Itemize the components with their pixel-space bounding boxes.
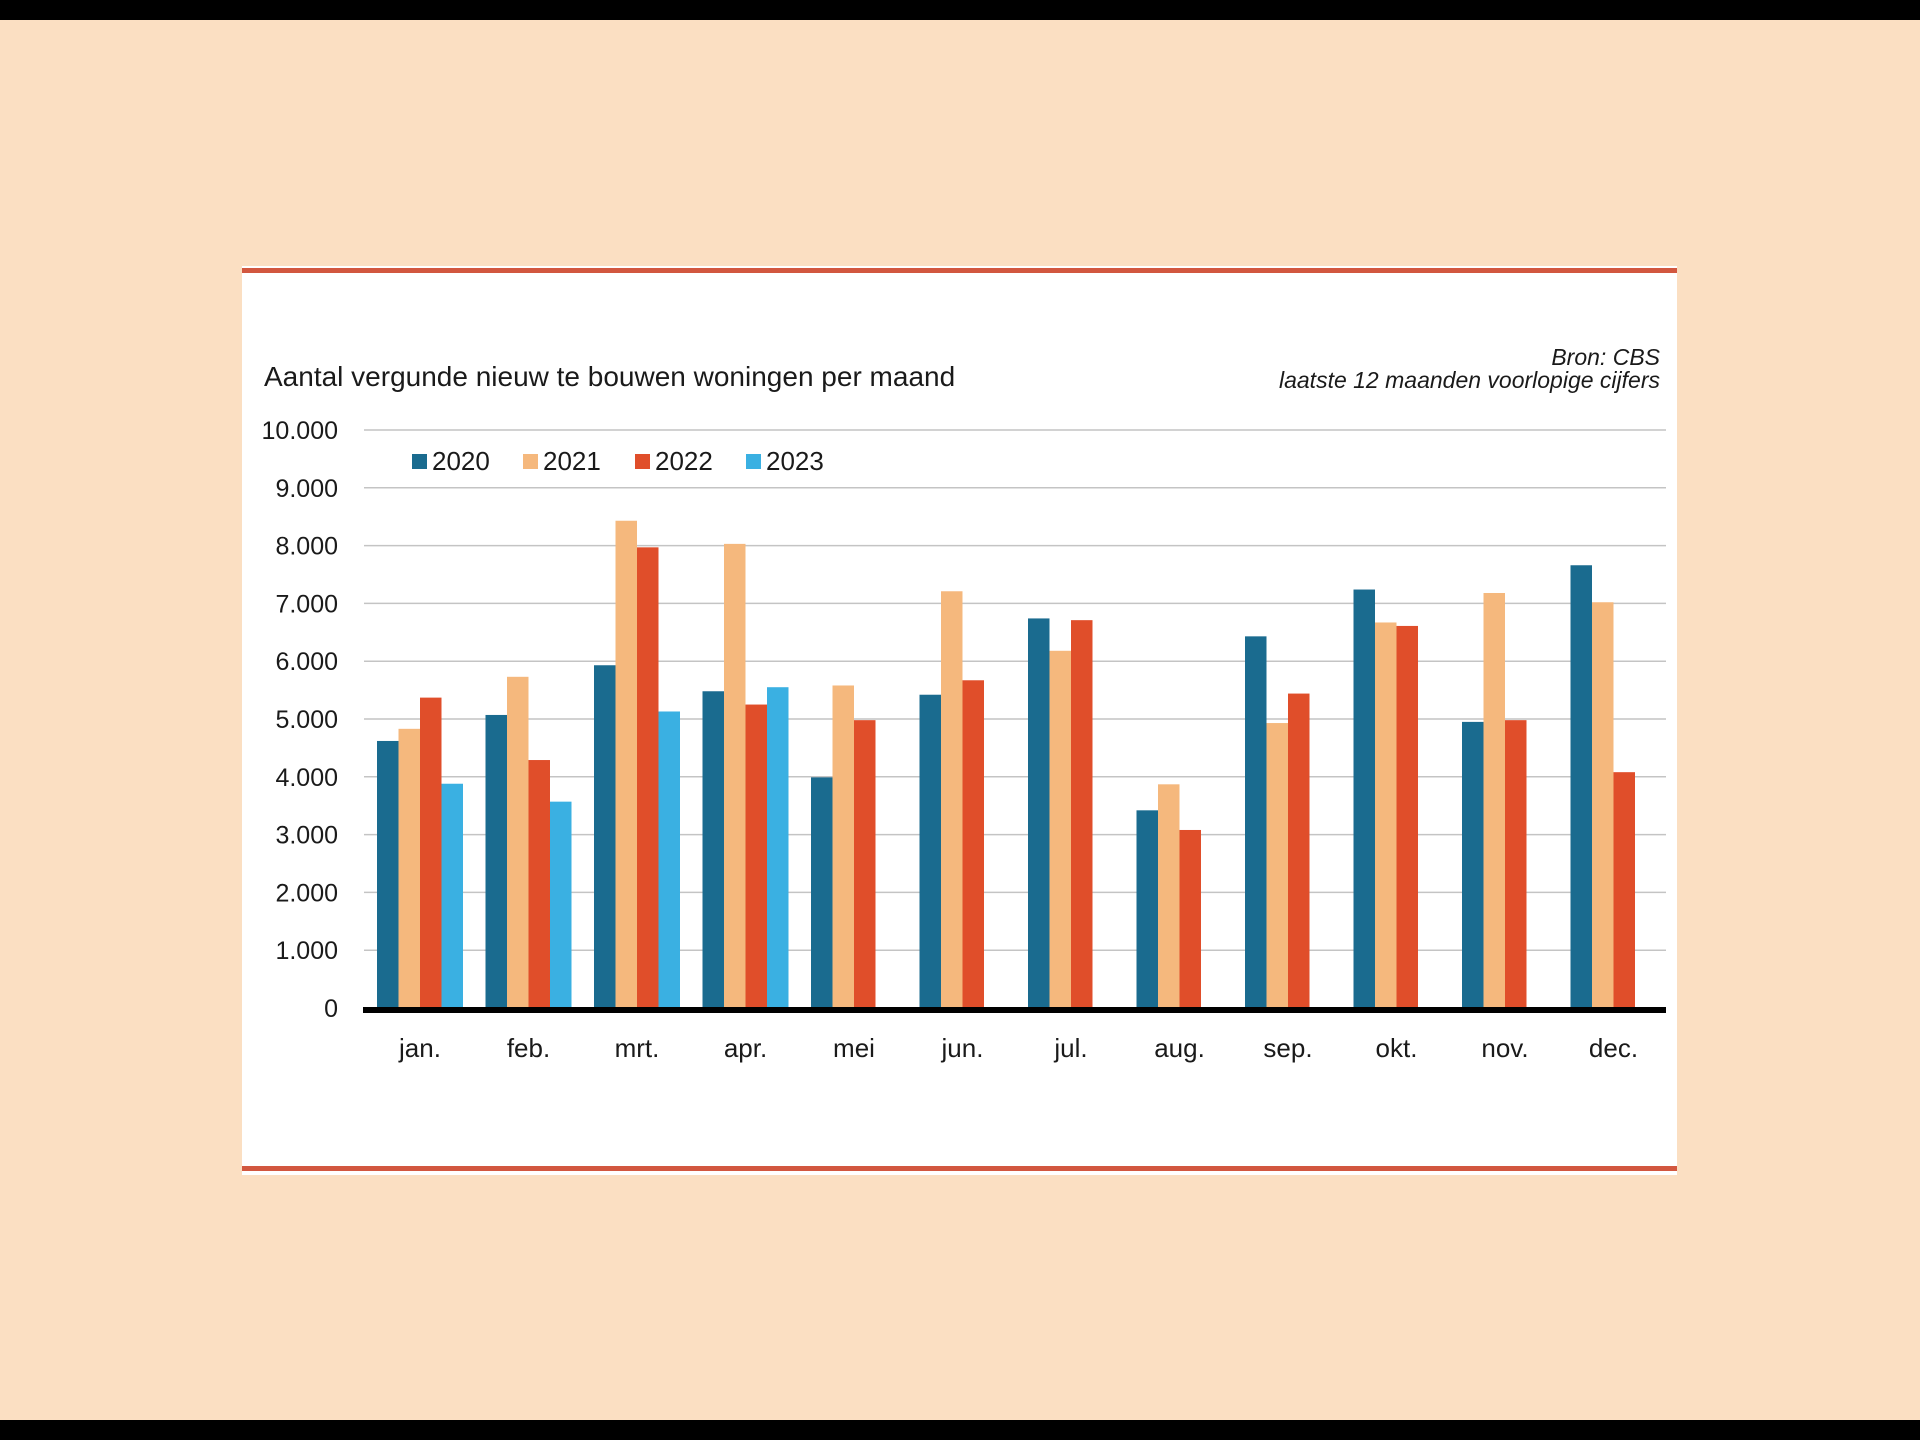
bar-2021-8 <box>1266 723 1288 1008</box>
top-letterbox-bar <box>0 0 1920 20</box>
bar-2023-2 <box>658 711 680 1008</box>
x-axis-ticks: jan. feb. mrt. apr. mei jun. jul. aug. sep. okt. n… <box>398 1033 1638 1063</box>
bar-2021-10 <box>1483 592 1505 1008</box>
bar-2021-4 <box>832 685 854 1008</box>
bar-2022-0 <box>420 697 442 1008</box>
bottom-rule <box>242 1166 1677 1171</box>
bar-2022-3 <box>745 704 767 1008</box>
bar-2020-4 <box>811 777 833 1008</box>
y-tick-label: 8.000 <box>275 533 338 561</box>
bars <box>377 520 1635 1008</box>
x-tick-label: feb. <box>507 1033 550 1063</box>
bar-2022-4 <box>854 720 876 1008</box>
bar-2021-6 <box>1049 650 1071 1008</box>
bar-2020-6 <box>1028 618 1050 1008</box>
bottom-letterbox-bar <box>0 1420 1920 1440</box>
y-tick-label: 7.000 <box>275 590 338 618</box>
bar-2022-7 <box>1179 829 1201 1008</box>
y-tick-label: 0 <box>324 995 338 1023</box>
chart-card: 0 1.000 2.000 3.000 4.000 5.000 6.000 7.000 8.00… <box>242 266 1677 1175</box>
chart-title: Aantal vergunde nieuw te bouwen woningen… <box>264 361 955 392</box>
y-tick-label: 2.000 <box>275 879 338 907</box>
y-tick-label: 10.000 <box>262 417 338 445</box>
legend-swatch-2020 <box>412 454 427 469</box>
x-tick-label: jun. <box>941 1033 984 1063</box>
bar-2022-9 <box>1396 625 1418 1008</box>
x-tick-label: sep. <box>1263 1033 1312 1063</box>
y-tick-label: 5.000 <box>275 706 338 734</box>
bar-2021-1 <box>507 676 529 1008</box>
x-tick-label: okt. <box>1376 1033 1418 1063</box>
bar-2021-2 <box>615 520 637 1008</box>
x-tick-label: mrt. <box>615 1033 660 1063</box>
bar-2020-5 <box>919 694 941 1008</box>
bar-2020-8 <box>1245 636 1267 1008</box>
x-tick-label: jul. <box>1053 1033 1087 1063</box>
bar-2020-10 <box>1462 721 1484 1008</box>
legend: 2020 2021 2022 2023 <box>412 446 824 476</box>
bar-2022-8 <box>1288 693 1310 1008</box>
bar-chart: 0 1.000 2.000 3.000 4.000 5.000 6.000 7.000 8.00… <box>262 344 1666 1063</box>
bar-2020-3 <box>702 691 724 1008</box>
bar-2021-7 <box>1158 784 1180 1008</box>
bar-2021-11 <box>1592 602 1614 1008</box>
legend-label-2022: 2022 <box>655 446 713 476</box>
y-tick-label: 1.000 <box>275 937 338 965</box>
bar-2020-2 <box>594 665 616 1008</box>
bar-2020-1 <box>485 714 507 1008</box>
gridlines <box>364 429 1666 951</box>
bar-2022-1 <box>528 760 550 1008</box>
x-tick-label: aug. <box>1154 1033 1205 1063</box>
legend-label-2023: 2023 <box>766 446 824 476</box>
y-tick-label: 6.000 <box>275 648 338 676</box>
x-tick-label: mei <box>833 1033 875 1063</box>
top-rule <box>242 268 1677 273</box>
bar-2022-2 <box>637 547 659 1008</box>
legend-label-2021: 2021 <box>543 446 601 476</box>
bar-2023-0 <box>441 783 463 1008</box>
bar-2022-5 <box>962 680 984 1008</box>
legend-swatch-2023 <box>746 454 761 469</box>
bar-2023-1 <box>550 801 572 1008</box>
x-tick-label: jan. <box>398 1033 441 1063</box>
bar-2022-10 <box>1505 720 1527 1008</box>
legend-swatch-2022 <box>635 454 650 469</box>
y-tick-label: 3.000 <box>275 822 338 850</box>
bar-2021-9 <box>1375 622 1397 1008</box>
y-axis-ticks: 0 1.000 2.000 3.000 4.000 5.000 6.000 7.000 8.00… <box>262 417 338 1023</box>
bar-2021-3 <box>724 543 746 1008</box>
legend-swatch-2021 <box>523 454 538 469</box>
bar-2022-6 <box>1071 620 1093 1008</box>
x-tick-label: apr. <box>724 1033 767 1063</box>
legend-label-2020: 2020 <box>432 446 490 476</box>
bar-2023-3 <box>767 687 789 1008</box>
bar-2021-5 <box>941 591 963 1008</box>
chart-note: laatste 12 maanden voorlopige cijfers <box>1279 367 1661 393</box>
bar-2020-9 <box>1353 589 1375 1008</box>
y-tick-label: 4.000 <box>275 764 338 792</box>
chart-source: Bron: CBS <box>1551 344 1660 370</box>
bar-2020-11 <box>1570 565 1592 1008</box>
x-tick-label: dec. <box>1589 1033 1638 1063</box>
x-tick-label: nov. <box>1481 1033 1528 1063</box>
bar-2022-11 <box>1613 772 1635 1008</box>
bar-2020-7 <box>1136 810 1158 1008</box>
bar-2021-0 <box>398 728 420 1008</box>
bar-2020-0 <box>377 740 399 1008</box>
y-tick-label: 9.000 <box>275 475 338 503</box>
